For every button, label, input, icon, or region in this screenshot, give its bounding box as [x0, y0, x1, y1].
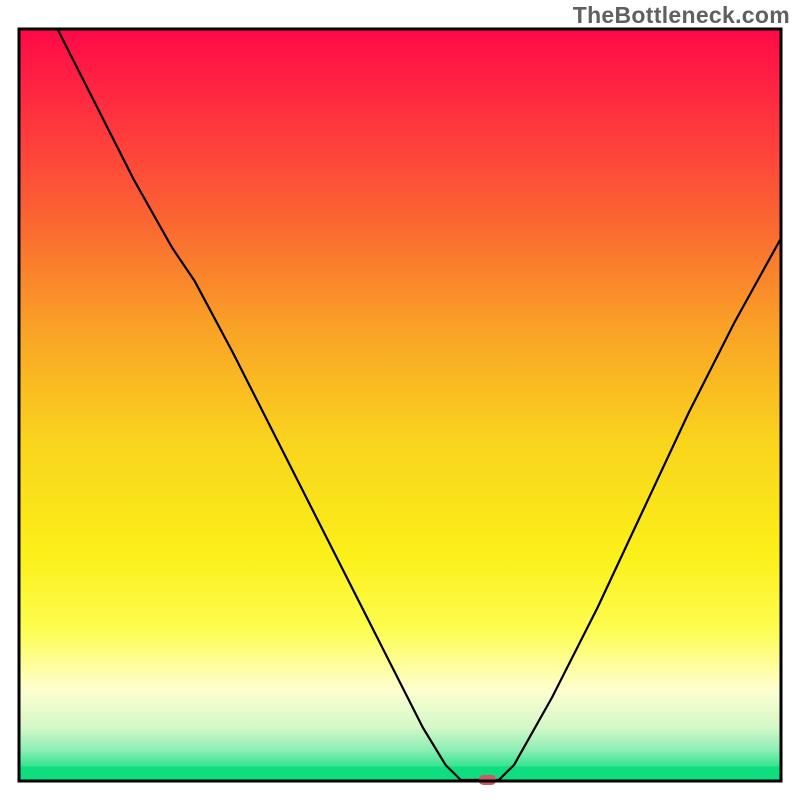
- chart-baseline-band: [20, 767, 780, 781]
- chart-background: [20, 30, 780, 780]
- bottleneck-chart: [0, 0, 800, 800]
- watermark-text: TheBottleneck.com: [573, 2, 790, 29]
